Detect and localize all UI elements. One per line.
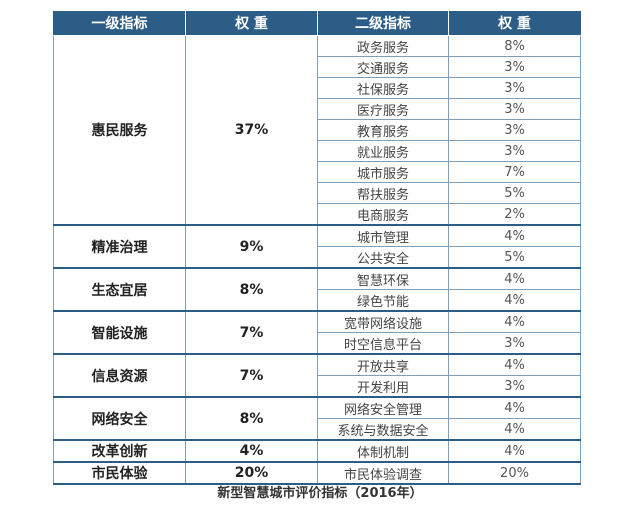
table-row: 电商服务 2% [54, 203, 581, 226]
header-level2-weight: 权 重 [448, 11, 581, 36]
level2-weight: 3% [448, 332, 581, 355]
level1-weight: 4% [185, 439, 318, 463]
table-row: 系统与数据安全 4% [54, 418, 581, 441]
level1-indicator: 信息资源 [53, 353, 186, 398]
table-row: 精准治理 9% 城市管理 4% [53, 224, 581, 269]
level2-indicator: 医疗服务 [317, 98, 449, 120]
level1-indicator: 智能设施 [53, 310, 186, 355]
level2-indicator: 市民体验调查 [317, 461, 449, 485]
level2-indicator: 开发利用 [317, 375, 449, 398]
level2-weight: 3% [448, 56, 581, 78]
level2-indicator: 绿色节能 [317, 289, 449, 312]
table-row: 改革创新 4% 体制机制 4% [53, 439, 581, 463]
table-row: 医疗服务 3% [54, 98, 581, 120]
level1-weight: 8% [185, 267, 318, 312]
level2-indicator: 时空信息平台 [317, 332, 449, 355]
level2-indicator: 就业服务 [317, 140, 449, 162]
level1-indicator: 改革创新 [53, 439, 186, 463]
table-caption: 新型智慧城市评价指标（2016年） [217, 486, 423, 501]
level2-weight: 4% [448, 289, 581, 312]
level2-weight: 5% [448, 182, 581, 204]
table-row: 网络安全 8% 网络安全管理 4% [53, 396, 581, 441]
table-row: 就业服务 3% [54, 140, 581, 162]
level2-indicator: 政务服务 [317, 35, 449, 57]
level2-weight: 7% [448, 161, 581, 183]
level1-indicator: 网络安全 [53, 396, 186, 441]
level2-indicator: 系统与数据安全 [317, 418, 449, 441]
level2-indicator: 网络安全管理 [317, 396, 449, 419]
level2-indicator: 公共安全 [317, 246, 449, 269]
table-row: 惠民服务 37% 政务服务 8% [53, 35, 581, 226]
level2-weight: 3% [448, 98, 581, 120]
level1-weight: 20% [185, 461, 318, 485]
level1-indicator: 精准治理 [53, 224, 186, 269]
level2-weight: 4% [448, 267, 581, 290]
header-level1: 一级指标 [53, 11, 186, 36]
level2-weight: 4% [448, 396, 581, 419]
level2-indicator: 电商服务 [317, 203, 449, 226]
level2-weight: 2% [448, 203, 581, 226]
level1-weight: 9% [185, 224, 318, 269]
level1-weight: 7% [185, 353, 318, 398]
level2-weight: 20% [448, 461, 581, 485]
table-row: 时空信息平台 3% [54, 332, 581, 355]
table-row: 绿色节能 4% [54, 289, 581, 312]
level2-indicator: 教育服务 [317, 119, 449, 141]
level1-weight: 7% [185, 310, 318, 355]
table-row: 智能设施 7% 宽带网络设施 4% [53, 310, 581, 355]
level2-weight: 4% [448, 224, 581, 247]
level2-indicator: 智慧环保 [317, 267, 449, 290]
level2-weight: 4% [448, 353, 581, 376]
level2-weight: 3% [448, 140, 581, 162]
table-row: 市民体验 20% 市民体验调查 20% [53, 461, 581, 485]
table-row: 生态宜居 8% 智慧环保 4% [53, 267, 581, 312]
level2-indicator: 交通服务 [317, 56, 449, 78]
level2-weight: 4% [448, 310, 581, 333]
level2-indicator: 帮扶服务 [317, 182, 449, 204]
level2-weight: 5% [448, 246, 581, 269]
header-row: 一级指标 权 重 二级指标 权 重 [53, 11, 581, 36]
header-level1-weight: 权 重 [185, 11, 318, 36]
level1-indicator: 惠民服务 [53, 35, 186, 226]
level2-weight: 8% [448, 35, 581, 57]
level2-indicator: 体制机制 [317, 439, 449, 463]
header-level2: 二级指标 [317, 11, 449, 36]
table-row: 信息资源 7% 开放共享 4% [53, 353, 581, 398]
level2-indicator: 城市管理 [317, 224, 449, 247]
level2-weight: 4% [448, 418, 581, 441]
level2-weight: 3% [448, 119, 581, 141]
table-body: 惠民服务 37% 政务服务 8% 交通服务 3% 社保服务 3% 医疗服务 3% 教育服务 3% 就业服… [53, 35, 581, 485]
level2-indicator: 开放共享 [317, 353, 449, 376]
level2-indicator: 社保服务 [317, 77, 449, 99]
level1-indicator: 市民体验 [53, 461, 186, 485]
level2-indicator: 宽带网络设施 [317, 310, 449, 333]
level1-weight: 37% [185, 35, 318, 226]
level1-indicator: 生态宜居 [53, 267, 186, 312]
table-row: 帮扶服务 5% [54, 182, 581, 204]
level2-weight: 4% [448, 439, 581, 463]
level2-weight: 3% [448, 375, 581, 398]
level2-indicator: 城市服务 [317, 161, 449, 183]
table-row: 公共安全 5% [54, 246, 581, 269]
level2-weight: 3% [448, 77, 581, 99]
level1-weight: 8% [185, 396, 318, 441]
indicator-table: 一级指标 权 重 二级指标 权 重 惠民服务 37% 政务服务 8% 交通服务 3% 社保服… [53, 11, 581, 485]
